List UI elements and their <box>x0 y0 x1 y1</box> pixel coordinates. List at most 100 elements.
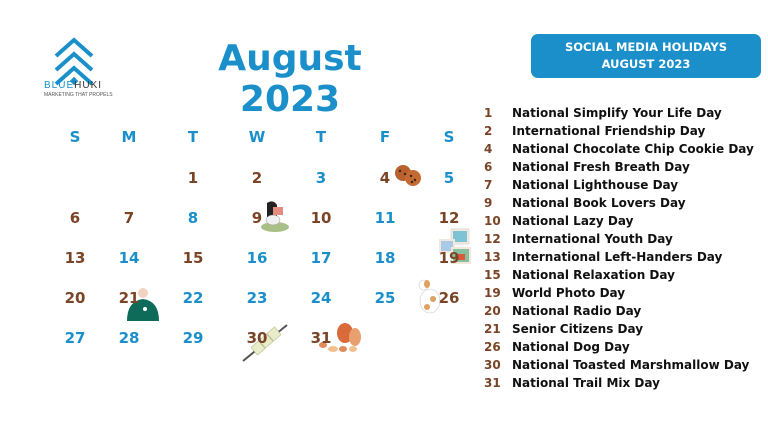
weekday-header: S <box>69 128 81 146</box>
logo-wordmark: BLUEHUKI <box>44 80 103 91</box>
calendar-day[interactable]: 3 <box>315 169 327 187</box>
holiday-day: 19 <box>484 286 501 300</box>
calendar-day[interactable]: 13 <box>64 249 86 267</box>
calendar-day[interactable]: 11 <box>374 209 396 227</box>
holiday-item: 21 Senior Citizens Day <box>484 320 754 338</box>
holiday-item: 6 National Fresh Breath Day <box>484 158 754 176</box>
marshmallow-skewer-icon <box>241 323 289 367</box>
holiday-item: 19 World Photo Day <box>484 284 754 302</box>
holiday-day: 13 <box>484 250 501 264</box>
holiday-item: 30 National Toasted Marshmallow Day <box>484 356 754 374</box>
holiday-day: 26 <box>484 340 501 354</box>
calendar-day[interactable]: 26 <box>438 289 460 307</box>
holiday-item: 10 National Lazy Day <box>484 212 754 230</box>
holiday-item: 7 National Lighthouse Day <box>484 176 754 194</box>
holiday-day: 9 <box>484 196 493 210</box>
holiday-name: National Fresh Breath Day <box>512 160 690 174</box>
holiday-item: 1 National Simplify Your Life Day <box>484 104 754 122</box>
holiday-name: National Relaxation Day <box>512 268 675 282</box>
holiday-day: 21 <box>484 322 501 336</box>
holiday-item: 26 National Dog Day <box>484 338 754 356</box>
holiday-day: 20 <box>484 304 501 318</box>
holiday-name: National Dog Day <box>512 340 630 354</box>
calendar-day[interactable]: 25 <box>374 289 396 307</box>
holiday-item: 13 International Left-Handers Day <box>484 248 754 266</box>
holiday-item: 20 National Radio Day <box>484 302 754 320</box>
weekday-header: S <box>443 128 455 146</box>
calendar-day[interactable]: 7 <box>123 209 135 227</box>
holiday-item: 9 National Book Lovers Day <box>484 194 754 212</box>
calendar-day[interactable]: 21 <box>118 289 140 307</box>
holiday-name: National Radio Day <box>512 304 642 318</box>
holiday-item: 15 National Relaxation Day <box>484 266 754 284</box>
holiday-name: National Simplify Your Life Day <box>512 106 722 120</box>
holiday-day: 10 <box>484 214 501 228</box>
calendar-day[interactable]: 15 <box>182 249 204 267</box>
calendar-day[interactable]: 31 <box>310 329 332 347</box>
calendar-day[interactable]: 19 <box>438 249 460 267</box>
holiday-name: National Book Lovers Day <box>512 196 686 210</box>
holiday-name: National Lighthouse Day <box>512 178 679 192</box>
calendar-day[interactable]: 27 <box>64 329 86 347</box>
weekday-header: F <box>379 128 391 146</box>
holiday-day: 4 <box>484 142 493 156</box>
holiday-name: National Lazy Day <box>512 214 634 228</box>
holiday-name: National Toasted Marshmallow Day <box>512 358 750 372</box>
calendar-day[interactable]: 24 <box>310 289 332 307</box>
calendar-day[interactable]: 1 <box>187 169 199 187</box>
holiday-item: 12 International Youth Day <box>484 230 754 248</box>
cookies-icon <box>393 163 423 193</box>
calendar-day[interactable]: 18 <box>374 249 396 267</box>
logo-tagline: MARKETING THAT PROPELS <box>44 92 113 98</box>
holiday-day: 12 <box>484 232 501 246</box>
weekday-header: T <box>187 128 199 146</box>
bluehuki-logo-icon <box>54 37 94 86</box>
calendar-day[interactable]: 9 <box>251 209 263 227</box>
holiday-day: 2 <box>484 124 493 138</box>
holiday-item: 2 International Friendship Day <box>484 122 754 140</box>
holiday-name: National Chocolate Chip Cookie Day <box>512 142 754 156</box>
weekday-header: T <box>315 128 327 146</box>
holiday-name: World Photo Day <box>512 286 626 300</box>
calendar-day[interactable]: 30 <box>246 329 268 347</box>
holiday-day: 7 <box>484 178 493 192</box>
calendar-day[interactable]: 12 <box>438 209 460 227</box>
weekday-header: M <box>121 128 137 146</box>
calendar-day[interactable]: 16 <box>246 249 268 267</box>
calendar-day[interactable]: 23 <box>246 289 268 307</box>
calendar-day[interactable]: 4 <box>379 169 391 187</box>
calendar-day[interactable]: 20 <box>64 289 86 307</box>
page-title: August 2023 <box>218 38 362 120</box>
calendar-day[interactable]: 6 <box>69 209 81 227</box>
banner-line-1: SOCIAL MEDIA HOLIDAYS <box>565 40 727 54</box>
calendar-day[interactable]: 29 <box>182 329 204 347</box>
holiday-list: 1 National Simplify Your Life Day 2 Interna… <box>484 104 754 392</box>
holidays-banner: SOCIAL MEDIA HOLIDAYS AUGUST 2023 <box>531 34 761 78</box>
dog-icon <box>415 279 445 319</box>
holiday-name: National Trail Mix Day <box>512 376 660 390</box>
holiday-name: Senior Citizens Day <box>512 322 644 336</box>
holiday-item: 31 National Trail Mix Day <box>484 374 754 392</box>
photos-icon <box>437 227 473 271</box>
holiday-day: 6 <box>484 160 493 174</box>
holiday-day: 31 <box>484 376 501 390</box>
holiday-item: 4 National Chocolate Chip Cookie Day <box>484 140 754 158</box>
weekday-header: W <box>248 128 266 146</box>
calendar-day[interactable]: 2 <box>251 169 263 187</box>
calendar-day[interactable]: 14 <box>118 249 140 267</box>
holiday-day: 15 <box>484 268 501 282</box>
holiday-name: International Friendship Day <box>512 124 706 138</box>
holiday-day: 1 <box>484 106 493 120</box>
holiday-day: 30 <box>484 358 501 372</box>
calendar-day[interactable]: 5 <box>443 169 455 187</box>
senior-person-icon <box>123 287 163 327</box>
holiday-name: International Youth Day <box>512 232 673 246</box>
trail-mix-icon <box>315 319 365 359</box>
calendar-day[interactable]: 28 <box>118 329 140 347</box>
calendar-day[interactable]: 10 <box>310 209 332 227</box>
calendar-day[interactable]: 8 <box>187 209 199 227</box>
banner-line-2: AUGUST 2023 <box>601 57 691 71</box>
calendar-day[interactable]: 22 <box>182 289 204 307</box>
reading-person-icon <box>259 199 291 237</box>
calendar-day[interactable]: 17 <box>310 249 332 267</box>
